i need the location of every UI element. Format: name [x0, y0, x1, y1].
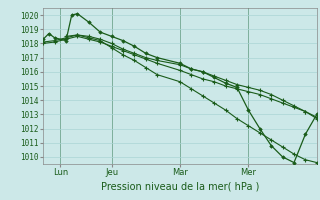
X-axis label: Pression niveau de la mer( hPa ): Pression niveau de la mer( hPa ): [101, 181, 259, 191]
